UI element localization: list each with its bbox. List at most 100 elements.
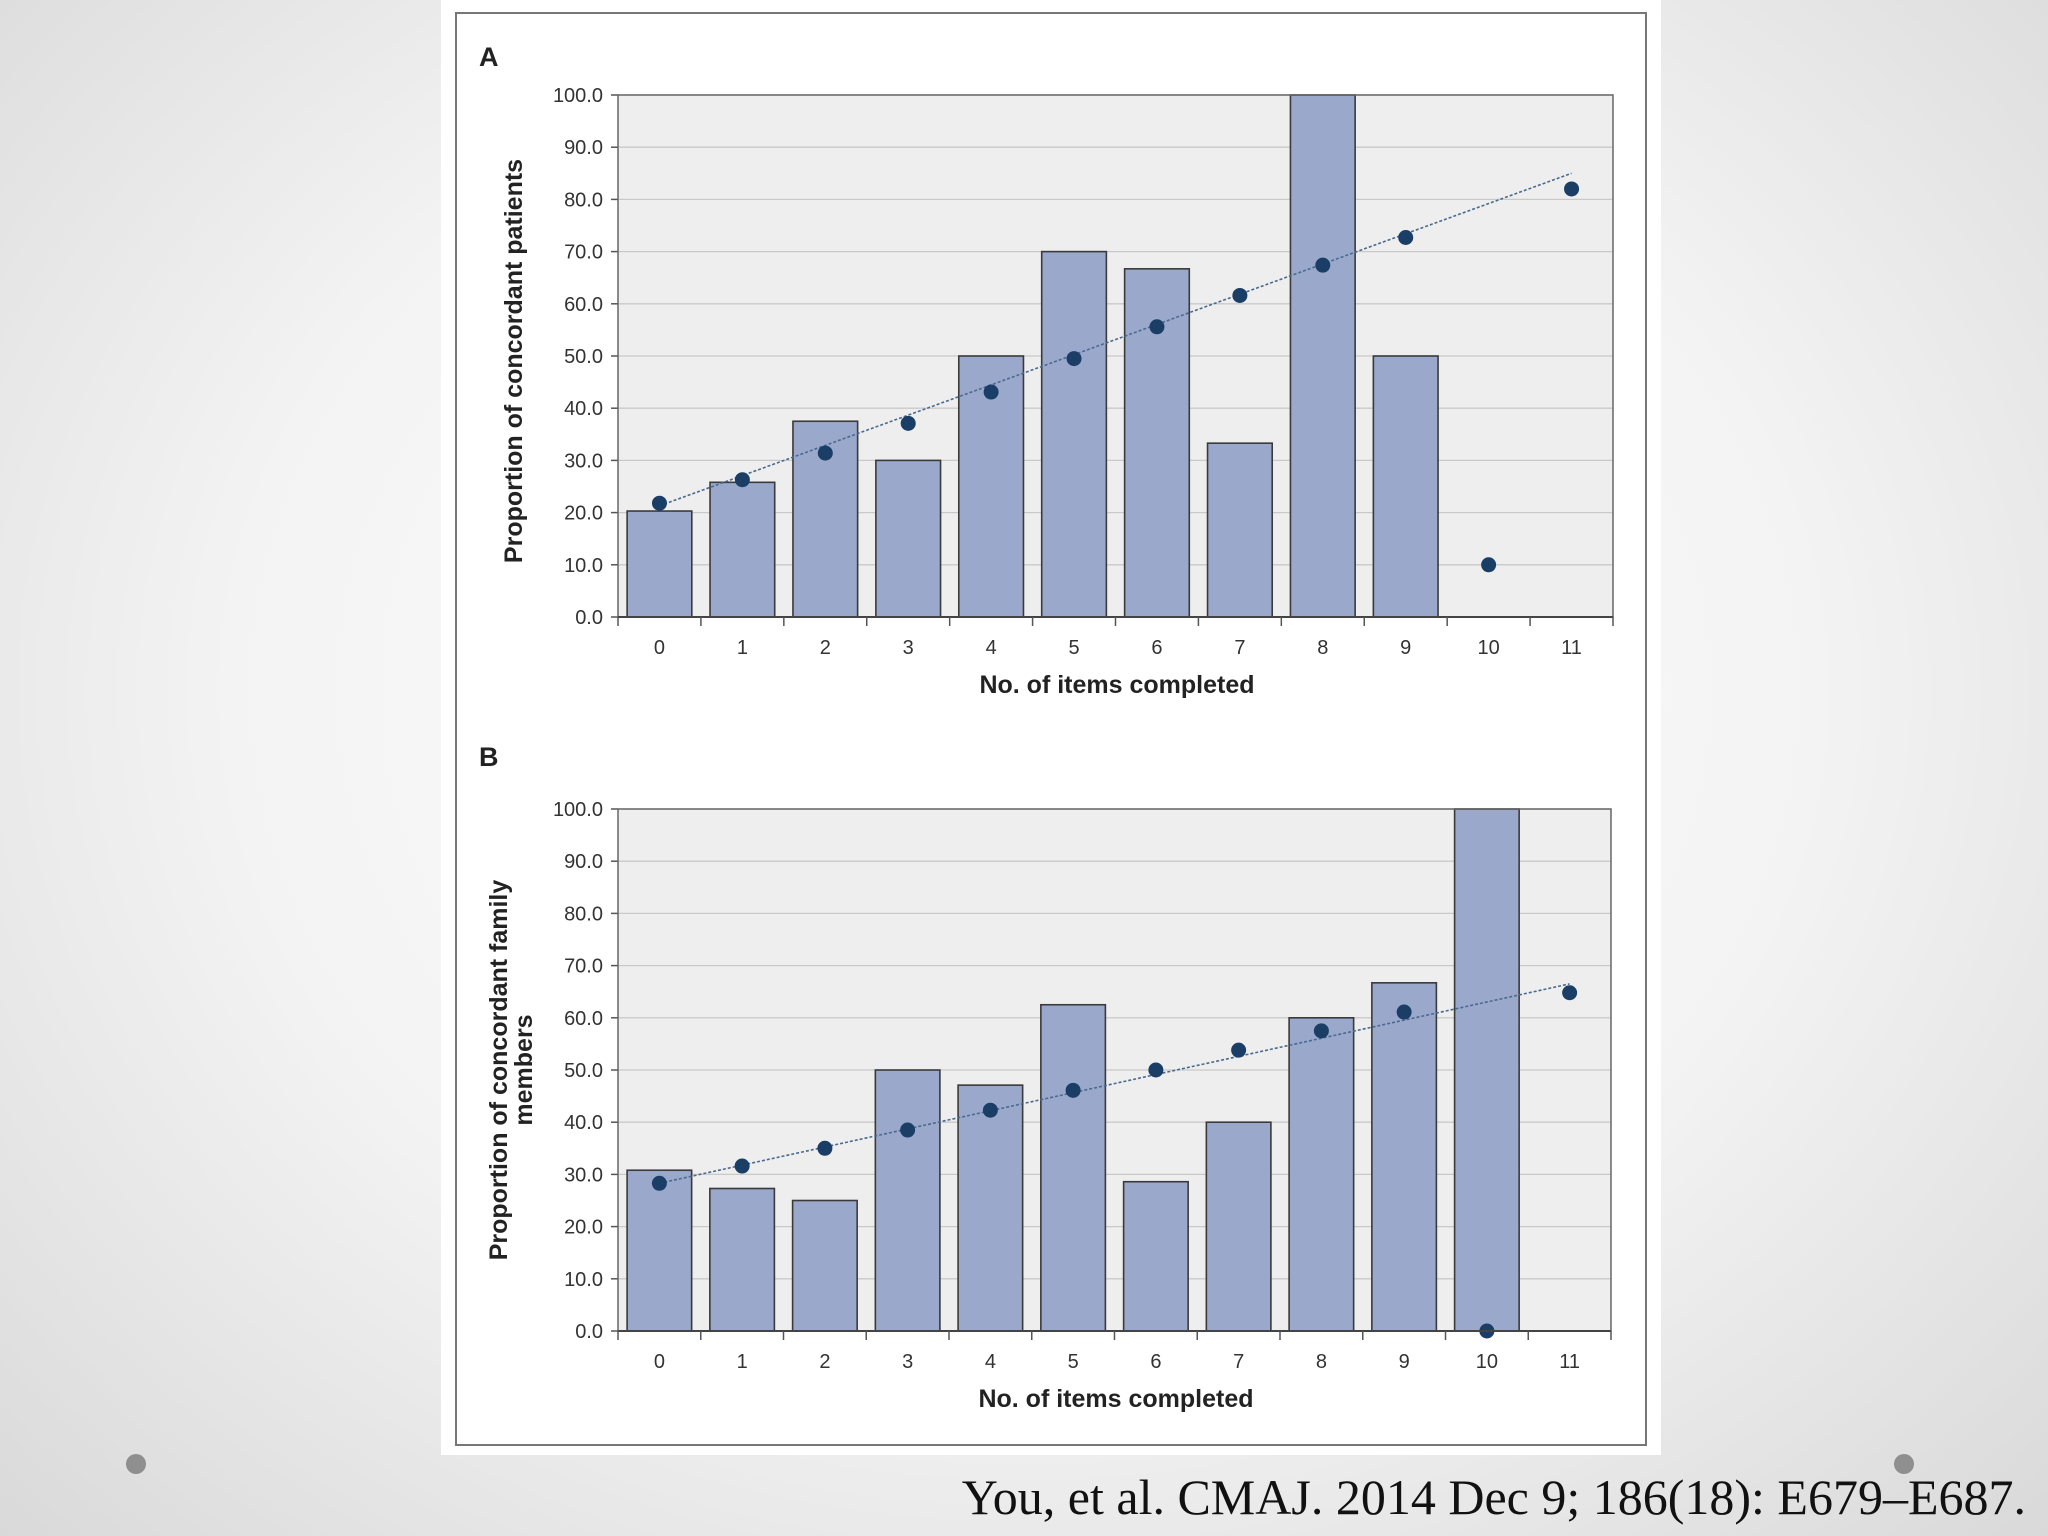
bar-0: [626, 1169, 693, 1332]
y-tick-label: 20.0: [564, 503, 603, 525]
x-axis-title-a: No. of items completed: [979, 671, 1254, 699]
bars-a: [626, 94, 1439, 618]
point-4: [982, 1102, 998, 1118]
point-3: [900, 1122, 916, 1138]
y-tick-label: 90.0: [564, 851, 603, 873]
figure-border: [455, 12, 1647, 1446]
figure-panel: A 0.0 10.0 20.0 30.0 40.0 50.0 60.0 70.0 80.0 90.…: [441, 0, 1661, 1455]
bar-5: [1040, 250, 1108, 618]
x-tick-label: 11: [1559, 1351, 1580, 1373]
bar-6: [1122, 1180, 1189, 1332]
bars-b: [626, 808, 1520, 1332]
y-tick-label: 30.0: [564, 1164, 603, 1186]
points-a: [651, 181, 1580, 573]
point-6: [1149, 319, 1165, 335]
chart-panel-a: A 0.010.020.030.040.050.060.070.080.090.…: [479, 42, 1614, 699]
point-5: [1066, 351, 1082, 367]
x-tick-label: 4: [986, 637, 997, 659]
bar-8: [1289, 94, 1356, 618]
y-tick-label: 60.0: [564, 294, 603, 316]
bar-8: [1288, 1016, 1355, 1332]
bar-7: [1205, 1121, 1272, 1332]
y-tick-label: 100.0: [553, 85, 603, 107]
point-2: [817, 1140, 833, 1156]
point-9: [1398, 230, 1414, 246]
y-tick-labels-a: 0.0 10.0 20.0 30.0 40.0 50.0 60.0 70.0 80.0 90.0 1…: [553, 85, 618, 629]
y-axis-title-b-line-1: Proportion of concordant family: [485, 880, 513, 1261]
slide-bullet-left: [126, 1454, 146, 1474]
x-tick-label: 6: [1151, 637, 1162, 659]
trendline-b: [659, 983, 1570, 1185]
points-b: [651, 985, 1578, 1339]
x-tick-label: 0: [654, 1351, 665, 1373]
panel-label-a: A: [479, 42, 499, 72]
x-tick-label: 4: [985, 1351, 996, 1373]
x-tick-label: 0: [654, 637, 665, 659]
bar-1: [709, 481, 776, 618]
point-9: [1396, 1004, 1412, 1020]
x-tick-labels-b: 0 1 2 3 4 5 6 7 8 9 10 11: [617, 1331, 1612, 1373]
point-0: [651, 495, 667, 511]
bar-9: [1372, 355, 1439, 618]
point-7: [1232, 287, 1248, 303]
bar-1: [709, 1187, 776, 1332]
x-tick-label: 3: [902, 1351, 913, 1373]
x-tick-label: 1: [737, 1351, 748, 1373]
x-tick-label: 6: [1150, 1351, 1161, 1373]
y-tick-label: 60.0: [564, 1008, 603, 1030]
x-tick-label: 5: [1068, 637, 1079, 659]
x-tick-label: 11: [1561, 637, 1582, 659]
bar-5: [1040, 1003, 1107, 1332]
y-tick-label: 20.0: [564, 1217, 603, 1239]
x-tick-label: 10: [1476, 1351, 1498, 1373]
point-8: [1315, 257, 1331, 273]
x-tick-label: 10: [1478, 637, 1500, 659]
point-6: [1148, 1062, 1164, 1078]
bar-10: [1453, 808, 1520, 1332]
bar-4: [957, 1084, 1024, 1332]
y-tick-label: 30.0: [564, 450, 603, 472]
y-axis-title-b: Proportion of concordant family members: [485, 880, 538, 1261]
x-tick-labels-a: 0 1 2 3 4 5 6 7 8 9 10 11: [617, 617, 1614, 659]
y-tick-label: 70.0: [564, 956, 603, 978]
point-1: [734, 1158, 750, 1174]
y-tick-label: 80.0: [564, 189, 603, 211]
point-3: [900, 415, 916, 431]
gridlines-b: [618, 808, 1611, 1280]
y-tick-label: 40.0: [564, 398, 603, 420]
point-8: [1313, 1023, 1329, 1039]
y-tick-label: 10.0: [564, 1269, 603, 1291]
bar-9: [1371, 982, 1438, 1332]
y-tick-label: 0.0: [575, 607, 603, 629]
y-tick-label: 40.0: [564, 1112, 603, 1134]
x-tick-label: 1: [737, 637, 748, 659]
y-tick-label: 70.0: [564, 242, 603, 264]
slide-bullet-right: [1894, 1454, 1914, 1474]
y-tick-labels-b: 0.0 10.0 20.0 30.0 40.0 50.0 60.0 70.0 80.0 90.0 1…: [553, 799, 618, 1343]
point-1: [734, 472, 750, 488]
x-tick-label: 5: [1068, 1351, 1079, 1373]
x-tick-label: 9: [1400, 637, 1411, 659]
bar-2: [791, 1199, 858, 1332]
point-0: [651, 1175, 667, 1191]
y-tick-label: 90.0: [564, 137, 603, 159]
bar-3: [875, 459, 942, 618]
y-axis-title-b-line-2: members: [510, 1014, 538, 1125]
point-2: [817, 445, 833, 461]
x-tick-label: 2: [820, 637, 831, 659]
bar-7: [1206, 442, 1274, 618]
y-tick-label: 50.0: [564, 1060, 603, 1082]
y-tick-label: 10.0: [564, 555, 603, 577]
bar-0: [626, 510, 693, 618]
point-11: [1562, 985, 1578, 1001]
trendline-a: [659, 172, 1572, 507]
x-tick-label: 2: [819, 1351, 830, 1373]
figure-svg: A 0.0 10.0 20.0 30.0 40.0 50.0 60.0 70.0 80.0 90.…: [455, 12, 1647, 1446]
point-10: [1481, 557, 1497, 573]
x-tick-label: 7: [1234, 637, 1245, 659]
point-7: [1231, 1042, 1247, 1058]
citation-text: You, et al. CMAJ. 2014 Dec 9; 186(18): E…: [961, 1469, 2026, 1525]
panel-label-b: B: [479, 742, 499, 772]
point-11: [1564, 181, 1580, 197]
x-tick-label: 7: [1233, 1351, 1244, 1373]
